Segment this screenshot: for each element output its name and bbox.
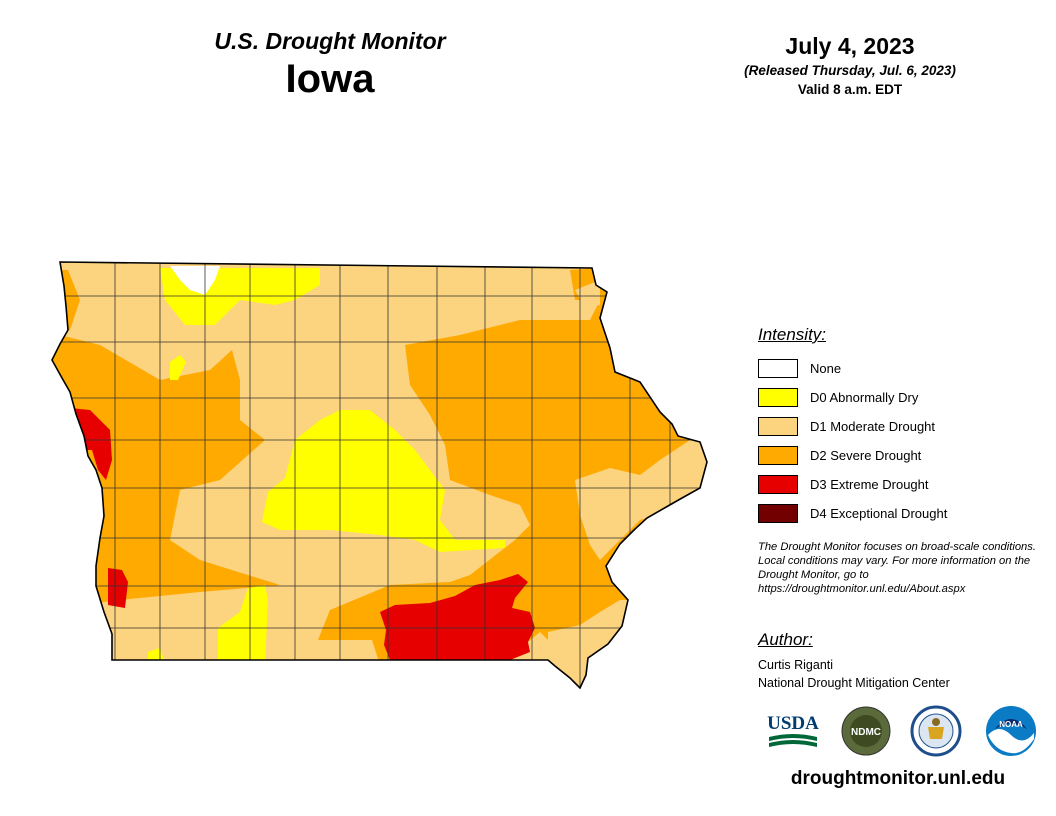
legend-swatch bbox=[758, 417, 798, 436]
legend-item: D0 Abnormally Dry bbox=[758, 383, 1038, 412]
author-block: Author: Curtis Riganti National Drought … bbox=[758, 630, 1048, 692]
state-title: Iowa bbox=[285, 57, 375, 101]
ndmc-logo: NDMC bbox=[841, 706, 891, 756]
commerce-shield-icon bbox=[928, 727, 944, 739]
release-date: (Released Thursday, Jul. 6, 2023) bbox=[744, 63, 956, 78]
d1-region-northeast bbox=[575, 280, 600, 308]
author-title: Author: bbox=[758, 630, 813, 649]
map-date: July 4, 2023 bbox=[785, 33, 915, 59]
noaa-bird-icon bbox=[995, 719, 1027, 729]
author-org: National Drought Mitigation Center bbox=[758, 676, 950, 690]
disclaimer-note: The Drought Monitor focuses on broad-sca… bbox=[758, 541, 1036, 595]
noaa-logo-text: NOAA bbox=[999, 720, 1023, 729]
d0-region-small bbox=[170, 355, 186, 380]
legend-label: None bbox=[810, 361, 842, 376]
d0-region-central bbox=[262, 410, 505, 552]
ndmc-logo-text: NDMC bbox=[851, 727, 881, 738]
usda-stripe bbox=[769, 734, 817, 741]
d3-region-southwest bbox=[108, 568, 128, 608]
county-boundaries bbox=[52, 262, 707, 688]
legend-item: D4 Exceptional Drought bbox=[758, 499, 1038, 528]
commerce-logo bbox=[910, 705, 962, 757]
legend-label: D1 Moderate Drought bbox=[810, 419, 936, 434]
website-url[interactable]: droughtmonitor.unl.edu bbox=[790, 768, 1006, 789]
legend-label: D2 Severe Drought bbox=[810, 448, 922, 463]
header-right: July 4, 2023 (Released Thursday, Jul. 6,… bbox=[700, 33, 1000, 97]
noaa-logo: NOAA bbox=[986, 706, 1036, 756]
legend-items: None D0 Abnormally Dry D1 Moderate Droug… bbox=[758, 354, 1038, 528]
legend-label: D0 Abnormally Dry bbox=[810, 390, 919, 405]
legend-item: D2 Severe Drought bbox=[758, 441, 1038, 470]
map-subtitle: U.S. Drought Monitor bbox=[214, 28, 446, 54]
legend-item: D3 Extreme Drought bbox=[758, 470, 1038, 499]
d1-region-east bbox=[575, 440, 707, 560]
header-left: U.S. Drought Monitor Iowa bbox=[150, 28, 510, 102]
legend-title: Intensity: bbox=[758, 325, 827, 344]
commerce-eagle-icon bbox=[932, 718, 940, 726]
ndmc-inner bbox=[850, 715, 882, 747]
d3-region-south bbox=[380, 574, 535, 660]
legend-item: D1 Moderate Drought bbox=[758, 412, 1038, 441]
legend-item: None bbox=[758, 354, 1038, 383]
legend-swatch bbox=[758, 446, 798, 465]
author-name: Curtis Riganti bbox=[758, 658, 834, 672]
legend-label: D4 Exceptional Drought bbox=[810, 506, 948, 521]
partner-logos: USDA NDMC NOAA bbox=[765, 705, 1040, 761]
none-region bbox=[170, 266, 220, 295]
legend-swatch bbox=[758, 504, 798, 523]
legend: Intensity: None D0 Abnormally Dry D1 Mod… bbox=[758, 325, 1038, 528]
legend-swatch bbox=[758, 475, 798, 494]
iowa-drought-map bbox=[51, 261, 708, 689]
legend-swatch bbox=[758, 388, 798, 407]
usda-logo-text: USDA bbox=[767, 713, 819, 734]
usda-logo: USDA bbox=[767, 713, 819, 747]
usda-stripe bbox=[769, 740, 817, 747]
noaa-wave-icon bbox=[988, 729, 1034, 754]
legend-swatch bbox=[758, 359, 798, 378]
legend-label: D3 Extreme Drought bbox=[810, 477, 929, 492]
d0-region-south bbox=[218, 585, 268, 665]
valid-time: Valid 8 a.m. EDT bbox=[797, 82, 903, 97]
